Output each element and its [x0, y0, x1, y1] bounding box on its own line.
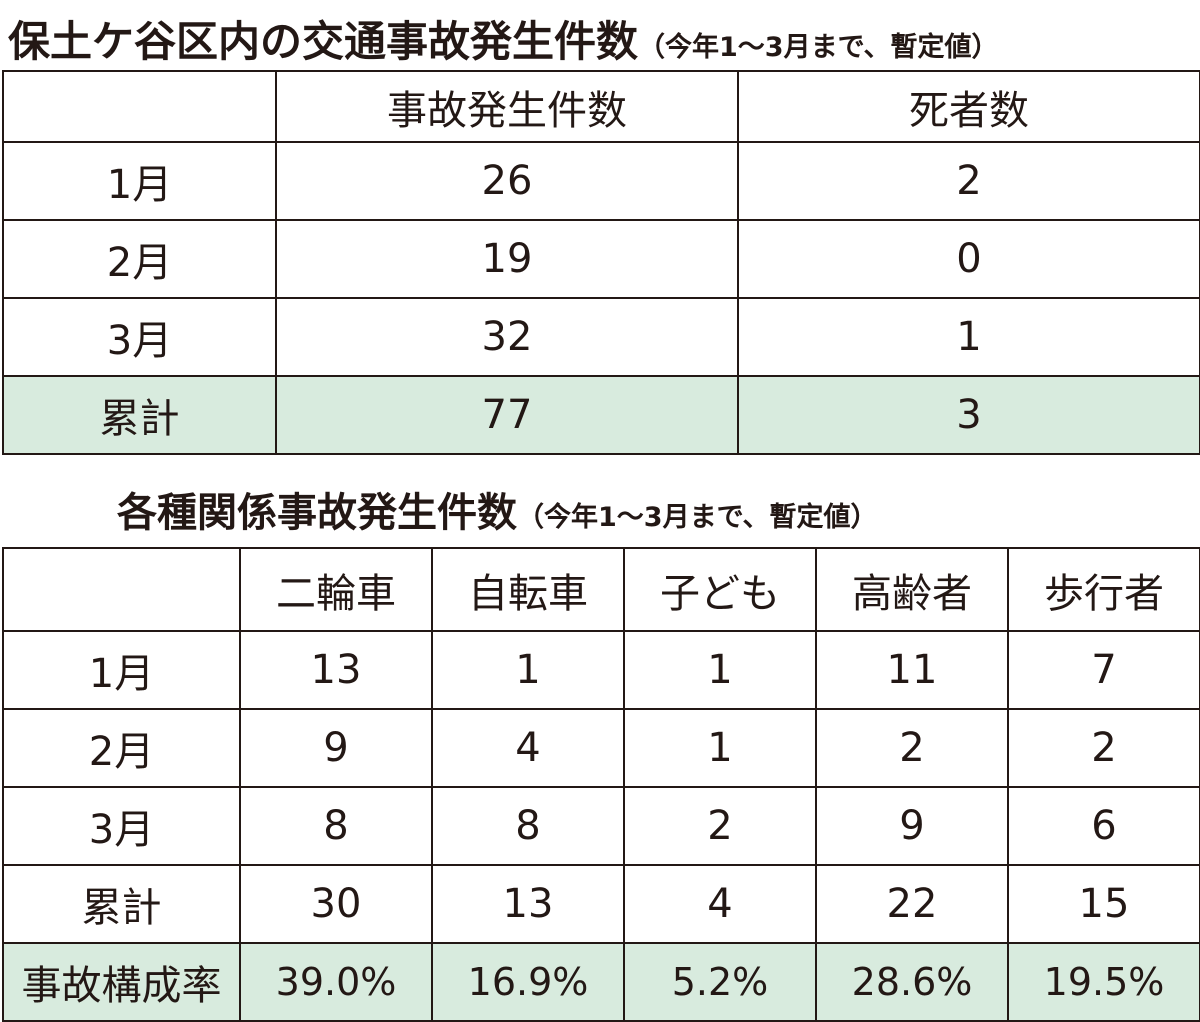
table-cell: 22 [815, 864, 1009, 944]
header-cell-deaths: 死者数 [737, 70, 1200, 143]
table-cell: 16.9% [431, 942, 625, 1022]
table-cell: 2 [737, 141, 1200, 221]
table-row: 3月 32 1 [2, 297, 1200, 377]
table-cell: 28.6% [815, 942, 1009, 1022]
table-row: 3月 8 8 2 9 6 [2, 786, 1200, 866]
table-cell: 2 [815, 708, 1009, 788]
header-cell-accidents: 事故発生件数 [275, 70, 739, 143]
table-cell: 1 [623, 708, 817, 788]
table-cell: 7 [1007, 630, 1200, 710]
table-cell: 2 [623, 786, 817, 866]
header-cell-children: 子ども [623, 547, 817, 632]
table-cell: 4 [623, 864, 817, 944]
table-cell: 9 [239, 708, 433, 788]
header-cell-motorcycle: 二輪車 [239, 547, 433, 632]
table-cell: 8 [431, 786, 625, 866]
row-label: 2月 [2, 219, 277, 299]
table-cell: 30 [239, 864, 433, 944]
header-cell-elderly: 高齢者 [815, 547, 1009, 632]
table-header-row: 二輪車 自転車 子ども 高齢者 歩行者 [2, 547, 1200, 632]
table-cell: 3 [737, 375, 1200, 455]
table-header-row: 事故発生件数 死者数 [2, 70, 1200, 143]
category-accident-table: 二輪車 自転車 子ども 高齢者 歩行者 1月 13 1 1 11 7 2月 9 … [2, 547, 1200, 1022]
row-label: 累計 [2, 375, 277, 455]
table-cell: 8 [239, 786, 433, 866]
table-cell: 4 [431, 708, 625, 788]
row-label: 事故構成率 [2, 942, 241, 1022]
table-cell: 6 [1007, 786, 1200, 866]
row-label: 1月 [2, 630, 241, 710]
table1-title: 保土ケ谷区内の交通事故発生件数 [8, 17, 639, 66]
row-label: 1月 [2, 141, 277, 221]
table-cell: 1 [431, 630, 625, 710]
table-cell: 19.5% [1007, 942, 1200, 1022]
table2-title: 各種関係事故発生件数 [117, 490, 517, 536]
table-row: 2月 19 0 [2, 219, 1200, 299]
table-row: 1月 26 2 [2, 141, 1200, 221]
table-cell: 11 [815, 630, 1009, 710]
table-cell: 1 [623, 630, 817, 710]
table-cell: 13 [431, 864, 625, 944]
row-label: 3月 [2, 786, 241, 866]
table-row: 2月 9 4 1 2 2 [2, 708, 1200, 788]
header-cell-bicycle: 自転車 [431, 547, 625, 632]
table-cell: 39.0% [239, 942, 433, 1022]
row-label: 3月 [2, 297, 277, 377]
row-label: 累計 [2, 864, 241, 944]
header-cell-empty [2, 70, 277, 143]
table-cell: 77 [275, 375, 739, 455]
ratio-row: 事故構成率 39.0% 16.9% 5.2% 28.6% 19.5% [2, 942, 1200, 1022]
table-cell: 19 [275, 219, 739, 299]
table2-subtitle: （今年1～3月まで、暫定値） [517, 502, 878, 533]
table-row: 累計 30 13 4 22 15 [2, 864, 1200, 944]
row-label: 2月 [2, 708, 241, 788]
table-cell: 0 [737, 219, 1200, 299]
table-cell: 15 [1007, 864, 1200, 944]
header-cell-empty [2, 547, 241, 632]
table-cell: 2 [1007, 708, 1200, 788]
table-cell: 5.2% [623, 942, 817, 1022]
table-cell: 13 [239, 630, 433, 710]
total-row: 累計 77 3 [2, 375, 1200, 455]
accident-count-table: 事故発生件数 死者数 1月 26 2 2月 19 0 3月 32 1 累計 77… [2, 70, 1200, 455]
table1-subtitle: （今年1～3月まで、暫定値） [638, 32, 999, 63]
table-cell: 26 [275, 141, 739, 221]
table-cell: 9 [815, 786, 1009, 866]
header-cell-pedestrian: 歩行者 [1007, 547, 1200, 632]
table-cell: 1 [737, 297, 1200, 377]
table-row: 1月 13 1 1 11 7 [2, 630, 1200, 710]
table-cell: 32 [275, 297, 739, 377]
accident-count-title: 保土ケ谷区内の交通事故発生件数（今年1～3月まで、暫定値） [8, 8, 999, 69]
category-accident-title: 各種関係事故発生件数（今年1～3月まで、暫定値） [117, 480, 878, 538]
